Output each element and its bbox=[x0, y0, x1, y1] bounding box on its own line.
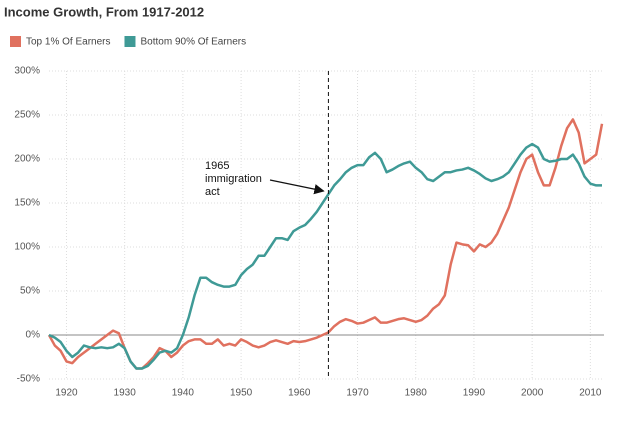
x-tick-label: 1920 bbox=[55, 388, 78, 399]
y-tick-label: 150% bbox=[14, 198, 40, 209]
legend-swatch bbox=[124, 36, 136, 47]
y-tick-label: 0% bbox=[26, 330, 41, 341]
x-tick-label: 1940 bbox=[172, 388, 195, 399]
series-line bbox=[48, 142, 602, 370]
annotation-text: act bbox=[205, 186, 220, 198]
annotation-text: immigration bbox=[205, 173, 262, 185]
y-tick-label: 100% bbox=[14, 242, 40, 253]
x-tick-label: 1980 bbox=[405, 388, 428, 399]
x-tick-label: 1930 bbox=[114, 388, 137, 399]
annotation-text: 1965 bbox=[205, 160, 229, 172]
x-tick-label: 2010 bbox=[579, 388, 602, 399]
y-tick-label: -50% bbox=[17, 374, 40, 385]
legend-label: Top 1% Of Earners bbox=[26, 37, 110, 48]
annotation-arrow bbox=[269, 179, 325, 195]
y-tick-label: 300% bbox=[14, 66, 40, 77]
x-tick-label: 2000 bbox=[521, 388, 544, 399]
chart-title: Income Growth, From 1917-2012 bbox=[4, 4, 204, 19]
y-tick-label: 200% bbox=[14, 154, 40, 165]
x-tick-label: 1960 bbox=[288, 388, 311, 399]
y-tick-label: 250% bbox=[14, 110, 40, 121]
legend-label: Bottom 90% Of Earners bbox=[140, 37, 246, 48]
x-tick-label: 1990 bbox=[463, 388, 486, 399]
x-tick-label: 1950 bbox=[230, 388, 253, 399]
legend-swatch bbox=[10, 36, 21, 47]
y-tick-label: 50% bbox=[20, 286, 40, 297]
x-tick-label: 1970 bbox=[346, 388, 369, 399]
